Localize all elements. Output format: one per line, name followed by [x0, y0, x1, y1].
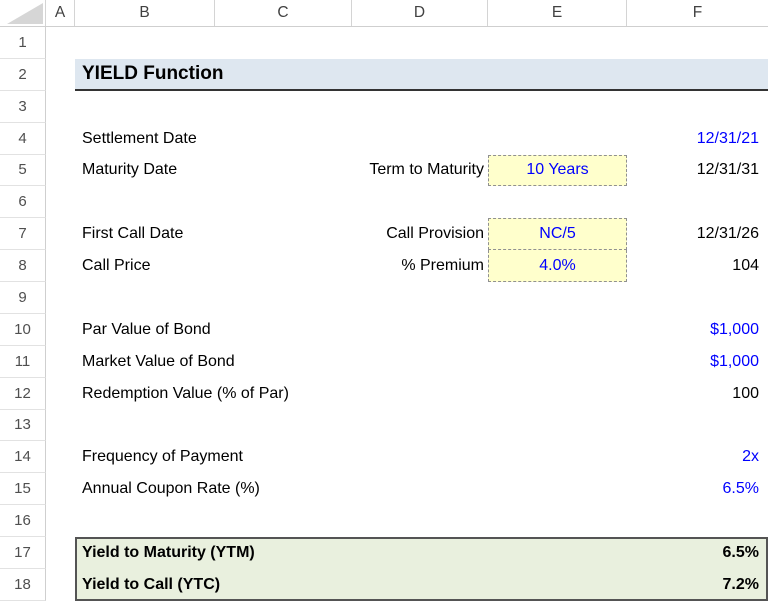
cell-b11-market-value-label[interactable]: Market Value of Bond — [82, 352, 235, 370]
cell-b2-title[interactable]: YIELD Function — [75, 58, 768, 91]
column-header-b[interactable]: B — [75, 0, 215, 26]
row-header-11[interactable]: 11 — [0, 345, 46, 378]
cell-f15-coupon-rate-value[interactable]: 6.5% — [722, 480, 759, 498]
cell-f4-settlement-date-value[interactable]: 12/31/21 — [696, 129, 759, 147]
cell-f10-par-value[interactable]: $1,000 — [710, 320, 759, 338]
row-header-4[interactable]: 4 — [0, 122, 46, 155]
row-header-7[interactable]: 7 — [0, 218, 46, 251]
cell-f8-call-price-value[interactable]: 104 — [732, 257, 759, 275]
row-header-6[interactable]: 6 — [0, 186, 46, 219]
cell-b8-call-price-label[interactable]: Call Price — [82, 257, 151, 275]
row-header-15[interactable]: 15 — [0, 473, 46, 506]
cell-b10-par-value-label[interactable]: Par Value of Bond — [82, 320, 211, 338]
cell-f18-ytc-value[interactable]: 7.2% — [722, 575, 759, 593]
row-header-18[interactable]: 18 — [0, 568, 46, 601]
cell-e7-call-provision-input[interactable]: NC/5 — [488, 218, 627, 251]
cell-d7-call-provision-label[interactable]: Call Provision — [386, 225, 484, 243]
cell-e5-term-to-maturity-input[interactable]: 10 Years — [488, 154, 627, 187]
cell-f12-redemption-value[interactable]: 100 — [732, 384, 759, 402]
row-header-1[interactable]: 1 — [0, 27, 46, 59]
cell-b7-first-call-date-label[interactable]: First Call Date — [82, 225, 184, 243]
row-header-13[interactable]: 13 — [0, 409, 46, 442]
cell-f14-frequency-value[interactable]: 2x — [742, 448, 759, 466]
cell-b12-redemption-value-label[interactable]: Redemption Value (% of Par) — [82, 384, 289, 402]
select-all-corner[interactable] — [0, 0, 46, 26]
cell-d8-percent-premium-label[interactable]: % Premium — [401, 257, 484, 275]
row-header-17[interactable]: 17 — [0, 537, 46, 569]
row-header-3[interactable]: 3 — [0, 90, 46, 123]
cell-b18-ytc-label[interactable]: Yield to Call (YTC) — [82, 575, 221, 593]
sheet-grid: 1 2 3 4 5 6 7 8 9 10 11 12 13 14 15 16 1… — [0, 27, 768, 601]
row-header-8[interactable]: 8 — [0, 250, 46, 282]
row-header-9[interactable]: 9 — [0, 282, 46, 314]
cell-b14-frequency-label[interactable]: Frequency of Payment — [82, 448, 243, 466]
row-header-5[interactable]: 5 — [0, 154, 46, 187]
column-header-row: A B C D E F — [0, 0, 768, 27]
row-header-14[interactable]: 14 — [0, 441, 46, 474]
cell-b5-maturity-date-label[interactable]: Maturity Date — [82, 161, 178, 179]
results-highlight-block — [75, 537, 768, 601]
cell-b4-settlement-date-label[interactable]: Settlement Date — [82, 129, 197, 147]
row-header-12[interactable]: 12 — [0, 377, 46, 410]
row-header-2[interactable]: 2 — [0, 58, 46, 91]
column-header-e[interactable]: E — [488, 0, 627, 26]
column-header-f[interactable]: F — [627, 0, 768, 26]
column-header-c[interactable]: C — [215, 0, 352, 26]
cell-f11-market-value[interactable]: $1,000 — [710, 352, 759, 370]
cell-f7-first-call-date-value[interactable]: 12/31/26 — [696, 225, 759, 243]
column-header-d[interactable]: D — [352, 0, 488, 26]
row-header-16[interactable]: 16 — [0, 505, 46, 537]
select-all-triangle-icon — [7, 3, 43, 24]
cell-e8-percent-premium-input[interactable]: 4.0% — [488, 250, 627, 282]
row-header-10[interactable]: 10 — [0, 313, 46, 346]
cell-d5-term-to-maturity-label[interactable]: Term to Maturity — [369, 161, 484, 179]
cell-f5-maturity-date-value[interactable]: 12/31/31 — [696, 161, 759, 179]
cell-b15-coupon-rate-label[interactable]: Annual Coupon Rate (%) — [82, 480, 260, 498]
cell-b17-ytm-label[interactable]: Yield to Maturity (YTM) — [82, 543, 255, 561]
column-header-a[interactable]: A — [46, 0, 75, 26]
cell-f17-ytm-value[interactable]: 6.5% — [722, 543, 759, 561]
